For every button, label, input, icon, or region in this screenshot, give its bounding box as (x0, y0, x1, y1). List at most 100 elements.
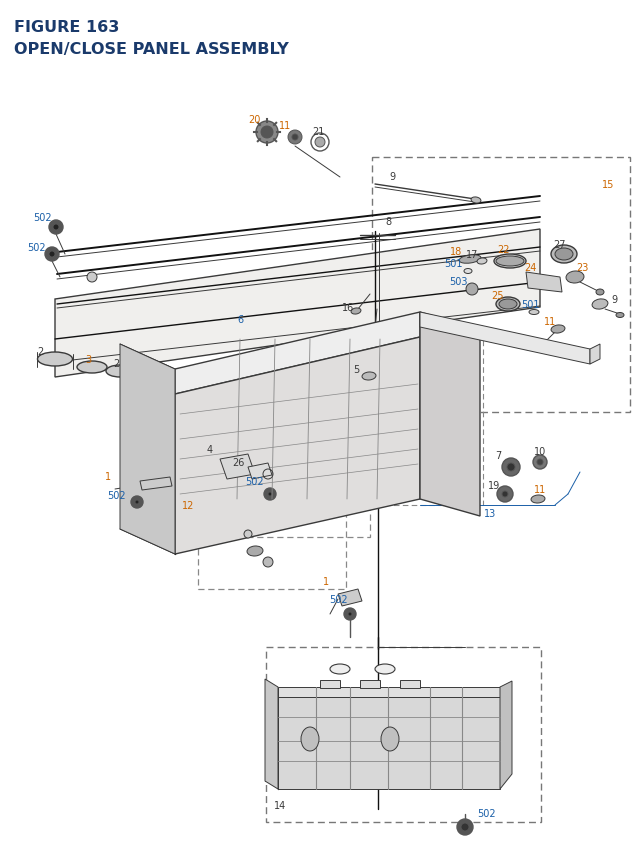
Ellipse shape (471, 198, 481, 204)
Text: 23: 23 (576, 263, 588, 273)
Text: 17: 17 (466, 250, 478, 260)
Bar (372, 158, 630, 412)
Circle shape (49, 251, 55, 257)
Ellipse shape (362, 373, 376, 381)
Ellipse shape (499, 300, 517, 310)
Circle shape (131, 497, 143, 508)
Ellipse shape (77, 362, 107, 374)
Ellipse shape (477, 258, 487, 264)
Circle shape (45, 248, 59, 262)
Text: 15: 15 (602, 180, 614, 189)
Text: 16: 16 (342, 303, 354, 313)
Text: 22: 22 (497, 245, 509, 255)
Bar (400, 680, 420, 688)
Text: 27: 27 (554, 239, 566, 250)
Text: 502: 502 (27, 243, 45, 253)
Bar (198, 510, 346, 589)
Text: 501: 501 (521, 300, 540, 310)
Ellipse shape (555, 249, 573, 261)
Text: 4: 4 (207, 444, 213, 455)
Polygon shape (590, 344, 600, 364)
Text: FIGURE 163: FIGURE 163 (14, 20, 120, 35)
Circle shape (256, 122, 278, 144)
Text: 8: 8 (385, 217, 391, 226)
Circle shape (533, 455, 547, 469)
Text: 5: 5 (353, 364, 359, 375)
Polygon shape (420, 313, 480, 517)
Polygon shape (55, 230, 540, 378)
Ellipse shape (496, 257, 524, 267)
Polygon shape (140, 478, 172, 491)
Circle shape (263, 557, 273, 567)
Text: 2: 2 (113, 358, 119, 369)
Ellipse shape (464, 269, 472, 274)
Text: 11: 11 (534, 485, 546, 494)
Text: 502: 502 (329, 594, 348, 604)
Text: 9: 9 (389, 172, 395, 182)
Ellipse shape (247, 547, 263, 556)
Ellipse shape (106, 366, 134, 378)
Polygon shape (120, 344, 175, 554)
Text: 26: 26 (232, 457, 244, 468)
Ellipse shape (539, 341, 547, 346)
Text: 21: 21 (312, 127, 324, 137)
Ellipse shape (616, 313, 624, 318)
Circle shape (135, 500, 139, 505)
Text: 11: 11 (544, 317, 556, 326)
Text: 6: 6 (237, 314, 243, 325)
Text: OPEN/CLOSE PANEL ASSEMBLY: OPEN/CLOSE PANEL ASSEMBLY (14, 42, 289, 57)
Circle shape (315, 138, 325, 148)
Text: 11: 11 (279, 121, 291, 131)
Ellipse shape (375, 664, 395, 674)
Ellipse shape (496, 298, 520, 312)
Circle shape (461, 823, 469, 831)
Text: 18: 18 (450, 247, 462, 257)
Circle shape (348, 612, 352, 616)
Ellipse shape (551, 245, 577, 263)
Circle shape (292, 135, 298, 141)
Text: 7: 7 (495, 450, 501, 461)
Circle shape (502, 492, 508, 498)
Text: 1: 1 (323, 576, 329, 586)
Polygon shape (278, 687, 500, 697)
Ellipse shape (330, 664, 350, 674)
Ellipse shape (592, 300, 608, 310)
Circle shape (268, 492, 272, 497)
Text: 13: 13 (484, 508, 496, 518)
Circle shape (502, 458, 520, 476)
Circle shape (344, 608, 356, 620)
Circle shape (288, 131, 302, 145)
Circle shape (466, 283, 478, 295)
Text: 501: 501 (444, 258, 462, 269)
Text: 14: 14 (274, 800, 286, 810)
Circle shape (264, 488, 276, 500)
Ellipse shape (596, 289, 604, 295)
Polygon shape (338, 589, 362, 606)
Polygon shape (175, 338, 420, 554)
Text: 503: 503 (449, 276, 467, 287)
Circle shape (49, 220, 63, 235)
Text: 9: 9 (611, 294, 617, 305)
Ellipse shape (551, 325, 565, 334)
Text: 2: 2 (37, 347, 43, 356)
Text: 10: 10 (534, 447, 546, 456)
Circle shape (261, 127, 273, 139)
Bar (320, 680, 340, 688)
Circle shape (457, 819, 473, 835)
Circle shape (87, 273, 97, 282)
Ellipse shape (38, 353, 72, 367)
Ellipse shape (531, 495, 545, 504)
Polygon shape (175, 313, 420, 394)
Polygon shape (265, 679, 278, 789)
Bar (266, 647, 541, 822)
Text: 502: 502 (246, 476, 264, 486)
Ellipse shape (459, 256, 481, 264)
Text: 502: 502 (107, 491, 125, 500)
Text: 19: 19 (488, 480, 500, 491)
Ellipse shape (494, 255, 526, 269)
Text: 25: 25 (492, 291, 504, 300)
Bar (335, 338, 483, 505)
Text: 1: 1 (105, 472, 111, 481)
Bar (185, 400, 370, 537)
Text: 502: 502 (33, 213, 51, 223)
